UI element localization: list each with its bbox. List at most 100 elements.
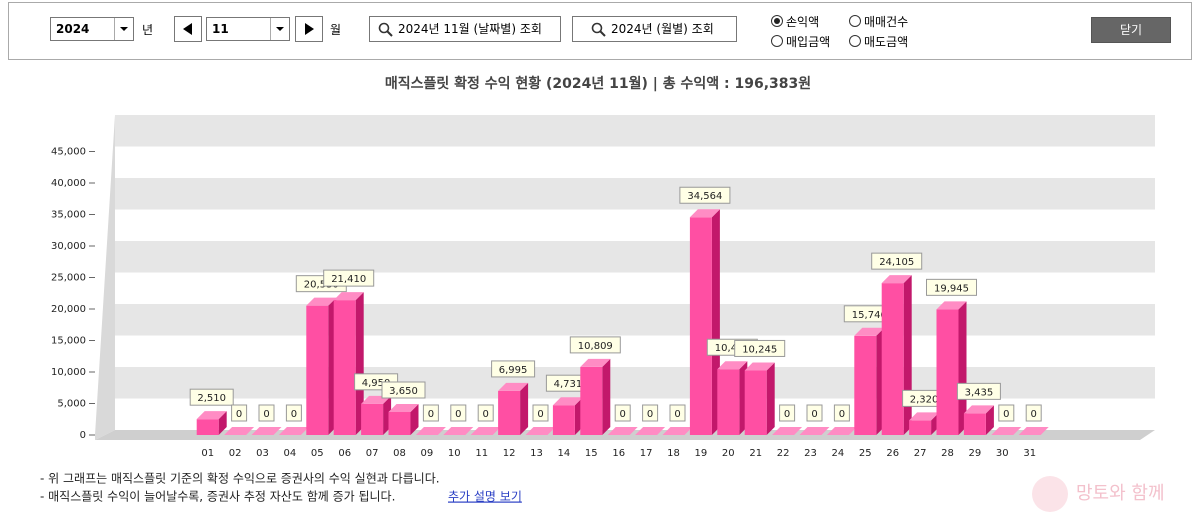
month-value: 11 xyxy=(212,22,229,36)
value-label: 0 xyxy=(811,409,817,420)
bar-top xyxy=(991,427,1022,435)
bar-top xyxy=(525,427,556,435)
x-tick-label: 21 xyxy=(749,448,762,459)
bar-top xyxy=(196,411,227,420)
value-label: 0 xyxy=(455,409,461,420)
value-label-box xyxy=(231,404,248,422)
bar-side xyxy=(410,404,419,435)
value-label-box xyxy=(679,186,731,204)
y-tick-label: 35,000 xyxy=(51,210,86,221)
month-unit: 월 xyxy=(330,23,342,37)
bar-side xyxy=(602,358,611,435)
value-label: 2,510 xyxy=(197,393,226,404)
value-label: 0 xyxy=(1031,409,1037,420)
value-label-box xyxy=(450,404,467,422)
value-label: 0 xyxy=(236,409,242,420)
value-label: 3,650 xyxy=(389,386,418,397)
x-tick-label: 24 xyxy=(832,448,845,459)
x-tick-label: 18 xyxy=(667,448,680,459)
x-tick-label: 14 xyxy=(558,448,571,459)
bar xyxy=(936,309,959,435)
x-tick-label: 26 xyxy=(886,448,899,459)
bar-top xyxy=(881,275,912,284)
bar-top xyxy=(799,427,830,435)
value-label: 34,564 xyxy=(687,191,722,202)
bar-top xyxy=(909,412,940,421)
bar-top xyxy=(443,427,474,435)
y-tick-label: 40,000 xyxy=(51,178,86,189)
bar xyxy=(580,366,603,435)
value-label: 4,950 xyxy=(362,378,391,389)
value-label: 24,105 xyxy=(879,257,914,268)
year-select[interactable]: 2024 xyxy=(50,17,134,41)
bar-top xyxy=(826,427,857,435)
value-label-box xyxy=(422,404,439,422)
value-label-box xyxy=(642,404,659,422)
x-tick-label: 08 xyxy=(393,448,406,459)
option[interactable]: 매입금액 xyxy=(771,33,830,50)
value-label-box xyxy=(998,404,1015,422)
value-label: 0 xyxy=(620,409,626,420)
value-label: 10,438 xyxy=(715,343,750,354)
bar-top xyxy=(744,362,775,371)
bar xyxy=(196,419,219,435)
bar-top xyxy=(388,404,419,413)
option[interactable]: 손익액 xyxy=(771,13,819,30)
grid-band xyxy=(115,115,1155,147)
bar xyxy=(854,335,877,435)
value-label-box xyxy=(381,381,426,399)
value-label-box xyxy=(669,404,686,422)
option-label: 손익액 xyxy=(786,15,820,29)
next-month[interactable] xyxy=(295,16,323,42)
bar-side xyxy=(218,411,227,435)
bar xyxy=(306,305,329,435)
bar xyxy=(552,405,575,435)
value-label: 0 xyxy=(291,409,297,420)
option[interactable]: 매매건수 xyxy=(849,13,908,30)
x-tick-label: 27 xyxy=(914,448,927,459)
prev-month[interactable] xyxy=(174,16,202,42)
bar xyxy=(744,370,767,435)
value-label-box xyxy=(258,404,275,422)
x-tick-label: 16 xyxy=(612,448,625,459)
bar-top xyxy=(580,358,611,367)
value-label-box xyxy=(491,360,536,378)
bar xyxy=(333,300,356,435)
x-tick-label: 12 xyxy=(503,448,516,459)
bar-top xyxy=(552,397,583,406)
x-tick-label: 30 xyxy=(996,448,1009,459)
bar-side xyxy=(520,382,529,435)
bar-top xyxy=(936,301,967,310)
bar-side xyxy=(766,362,775,435)
bar xyxy=(689,217,712,435)
year-unit: 년 xyxy=(142,23,154,37)
year-value: 2024 xyxy=(56,22,90,36)
value-label-box xyxy=(833,404,850,422)
x-tick-label: 03 xyxy=(256,448,269,459)
month-select[interactable]: 11 xyxy=(206,17,290,41)
bar-top xyxy=(306,297,337,306)
grid-band xyxy=(115,304,1155,336)
monthly-query[interactable]: 2024년 (월별) 조회 xyxy=(572,16,737,42)
x-tick-label: 20 xyxy=(722,448,735,459)
value-label: 6,995 xyxy=(499,365,528,376)
bar-top xyxy=(662,427,693,435)
close-label: 닫기 xyxy=(1119,23,1143,37)
help-link[interactable]: 추가 설명 보기 xyxy=(448,490,522,504)
value-label: 0 xyxy=(839,409,845,420)
watermark: 망토와 함께 xyxy=(1076,483,1165,504)
close-button[interactable]: 닫기 xyxy=(1091,17,1171,43)
option[interactable]: 매도금액 xyxy=(849,33,908,50)
option-label: 매매건수 xyxy=(864,15,909,29)
daily-query[interactable]: 2024년 11월 (날짜별) 조회 xyxy=(369,16,561,42)
x-tick-label: 09 xyxy=(421,448,434,459)
x-tick-label: 17 xyxy=(640,448,653,459)
value-label-box xyxy=(189,388,234,406)
x-tick-label: 22 xyxy=(777,448,790,459)
value-label: 0 xyxy=(1003,409,1009,420)
bar xyxy=(909,420,932,435)
value-label-box xyxy=(614,404,631,422)
x-tick-label: 07 xyxy=(366,448,379,459)
watermark-icon xyxy=(1032,476,1068,512)
